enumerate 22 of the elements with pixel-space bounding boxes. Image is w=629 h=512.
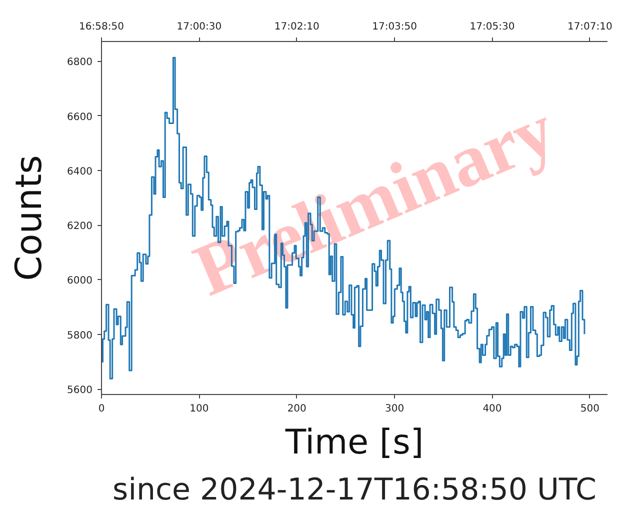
x2-tick-label: 17:05:30 — [470, 22, 515, 32]
x-tick-label: 200 — [287, 404, 306, 414]
x-tick-label: 400 — [482, 404, 502, 414]
x2-tick-label: 17:00:30 — [176, 22, 222, 32]
text: since 2024-12-17T16:58:50 UTC — [112, 472, 596, 508]
x-tick-label: 0 — [98, 404, 105, 414]
x-tick-label: 500 — [580, 404, 600, 414]
x2-tick-label: 16:58:50 — [79, 22, 124, 32]
x2-tick-label: 17:07:10 — [567, 22, 612, 32]
x2-tick-label: 17:03:50 — [372, 22, 418, 32]
y-tick-label: 6600 — [67, 112, 93, 123]
y-tick-label: 5800 — [67, 330, 93, 342]
y-tick-label: 5600 — [67, 385, 93, 396]
x-tick-label: 100 — [190, 404, 209, 414]
y-tick-label: 6400 — [67, 166, 93, 178]
y-tick-label: 6200 — [67, 221, 93, 232]
y-axis-title: Counts — [9, 155, 50, 281]
x-tick-label: 300 — [385, 404, 404, 414]
x2-tick-label: 17:02:10 — [274, 22, 320, 32]
y-tick-label: 6000 — [67, 276, 93, 287]
y-tick-label: 6800 — [67, 57, 93, 68]
x-axis-title: Time [s] — [284, 422, 424, 462]
